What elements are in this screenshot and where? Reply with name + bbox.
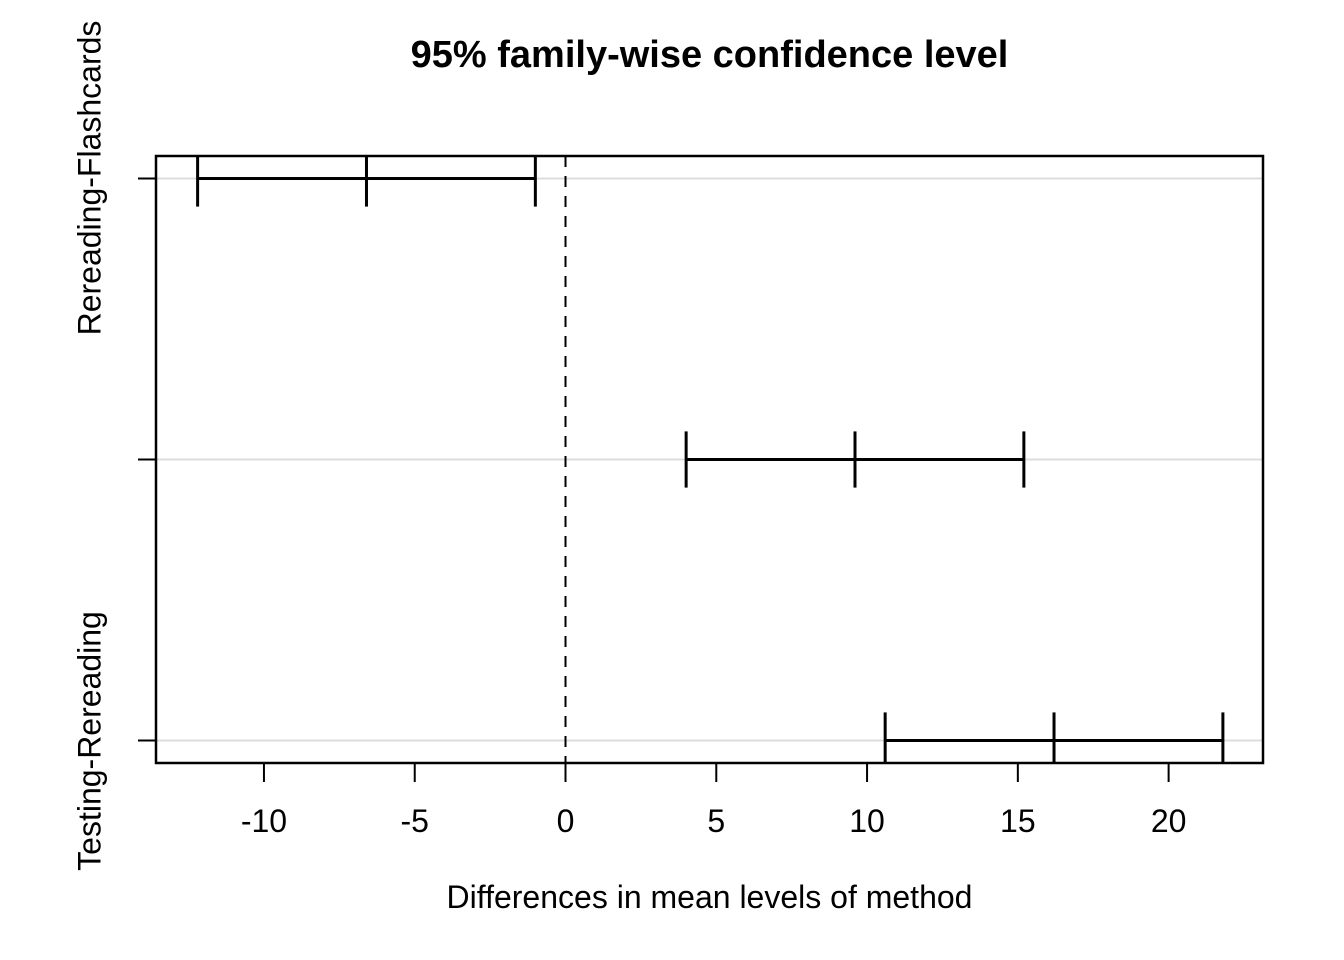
x-tick-label: 15 xyxy=(1000,803,1036,839)
y-axis-label: Testing-Rereading xyxy=(71,610,108,871)
x-tick-label: 5 xyxy=(707,803,725,839)
plot-box xyxy=(154,154,1265,765)
x-tick-label: -10 xyxy=(241,803,287,839)
x-axis-title: Differences in mean levels of method xyxy=(446,879,973,915)
x-tick-label: 10 xyxy=(849,803,885,839)
y-axis-label: Rereading-Flashcards xyxy=(71,21,108,336)
x-tick-label: -5 xyxy=(401,803,429,839)
x-tick-label: 20 xyxy=(1151,803,1187,839)
chart-title: 95% family-wise confidence level xyxy=(410,34,1009,76)
x-tick-label: 0 xyxy=(557,803,575,839)
